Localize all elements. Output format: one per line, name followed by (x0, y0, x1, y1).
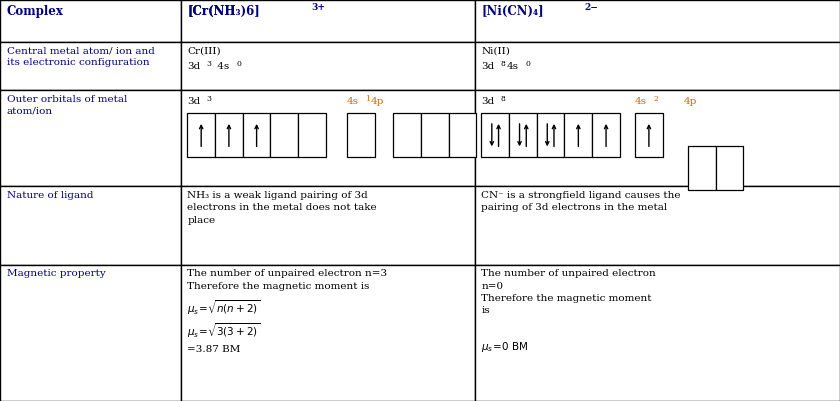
Text: 0: 0 (525, 60, 530, 68)
Text: $\mu_s\!=\!0$ BM: $\mu_s\!=\!0$ BM (481, 340, 528, 354)
Bar (181, 186, 475, 265)
Text: 0: 0 (236, 60, 241, 68)
Text: [Cr(NH₃)6]: [Cr(NH₃)6] (187, 5, 260, 18)
Text: NH₃ is a weak ligand pairing of 3d
electrons in the metal does not take
place: NH₃ is a weak ligand pairing of 3d elect… (187, 191, 377, 225)
Bar (393, 113, 421, 157)
Text: =3.87 BM: =3.87 BM (187, 345, 241, 354)
Text: 8: 8 (501, 95, 506, 103)
Bar (635, 113, 663, 157)
Bar (181, 90, 475, 186)
Bar (181, 42, 475, 90)
Text: Cr(III): Cr(III) (187, 47, 221, 56)
Text: 3d: 3d (187, 97, 201, 106)
Bar (449, 113, 476, 157)
Text: 3+: 3+ (312, 3, 326, 12)
Bar (475, 265, 840, 401)
Text: 4s: 4s (214, 62, 229, 71)
Text: Central metal atom/ ion and
its electronic configuration: Central metal atom/ ion and its electron… (7, 47, 155, 67)
Text: 2−: 2− (585, 3, 598, 12)
Bar (475, 0, 840, 42)
Bar (509, 113, 537, 157)
Bar (0, 265, 181, 401)
Text: 3: 3 (207, 60, 212, 68)
Bar (215, 113, 243, 157)
Text: 4s: 4s (635, 97, 647, 106)
Text: $\mu_s\!=\!\sqrt{3(3+2)}$: $\mu_s\!=\!\sqrt{3(3+2)}$ (187, 322, 260, 340)
Bar (0, 42, 181, 90)
Bar (475, 90, 840, 186)
Text: [Ni(CN)₄]: [Ni(CN)₄] (481, 5, 544, 18)
Bar (0, 0, 181, 42)
Text: 2: 2 (654, 95, 659, 103)
Text: The number of unpaired electron
n=0
Therefore the magnetic moment
is: The number of unpaired electron n=0 Ther… (481, 269, 656, 315)
Bar (716, 146, 743, 190)
Text: [Cr(NH: [Cr(NH (187, 5, 236, 18)
Text: Complex: Complex (7, 5, 64, 18)
Bar (347, 113, 375, 157)
Text: $\mu_s\!=\!\sqrt{n(n+2)}$: $\mu_s\!=\!\sqrt{n(n+2)}$ (187, 298, 260, 317)
Bar (475, 42, 840, 90)
Bar (475, 186, 840, 265)
Text: Ni(II): Ni(II) (481, 47, 510, 56)
Bar (0, 90, 181, 186)
Bar (270, 113, 298, 157)
Text: 4s: 4s (507, 62, 518, 71)
Text: 3d: 3d (481, 97, 495, 106)
Bar (537, 113, 564, 157)
Text: Magnetic property: Magnetic property (7, 269, 106, 278)
Text: The number of unpaired electron n=3
Therefore the magnetic moment is: The number of unpaired electron n=3 Ther… (187, 269, 387, 291)
Text: 3d: 3d (481, 62, 495, 71)
Text: 4s: 4s (347, 97, 359, 106)
Bar (181, 265, 475, 401)
Text: 8: 8 (501, 60, 506, 68)
Text: 3d: 3d (187, 62, 201, 71)
Bar (564, 113, 592, 157)
Text: Nature of ligand: Nature of ligand (7, 191, 93, 200)
Bar (187, 113, 215, 157)
Bar (688, 146, 716, 190)
Bar (243, 113, 270, 157)
Bar (298, 113, 326, 157)
Text: CN⁻ is a strongfield ligand causes the
pairing of 3d electrons in the metal: CN⁻ is a strongfield ligand causes the p… (481, 191, 680, 213)
Text: 3: 3 (207, 95, 212, 103)
Text: 4p: 4p (370, 97, 384, 106)
Text: 1: 1 (365, 95, 370, 103)
Bar (592, 113, 620, 157)
Bar (181, 0, 475, 42)
Bar (421, 113, 449, 157)
Text: 4p: 4p (684, 97, 697, 106)
Text: Outer orbitals of metal
atom/ion: Outer orbitals of metal atom/ion (7, 95, 127, 115)
Bar (481, 113, 509, 157)
Bar (0, 186, 181, 265)
